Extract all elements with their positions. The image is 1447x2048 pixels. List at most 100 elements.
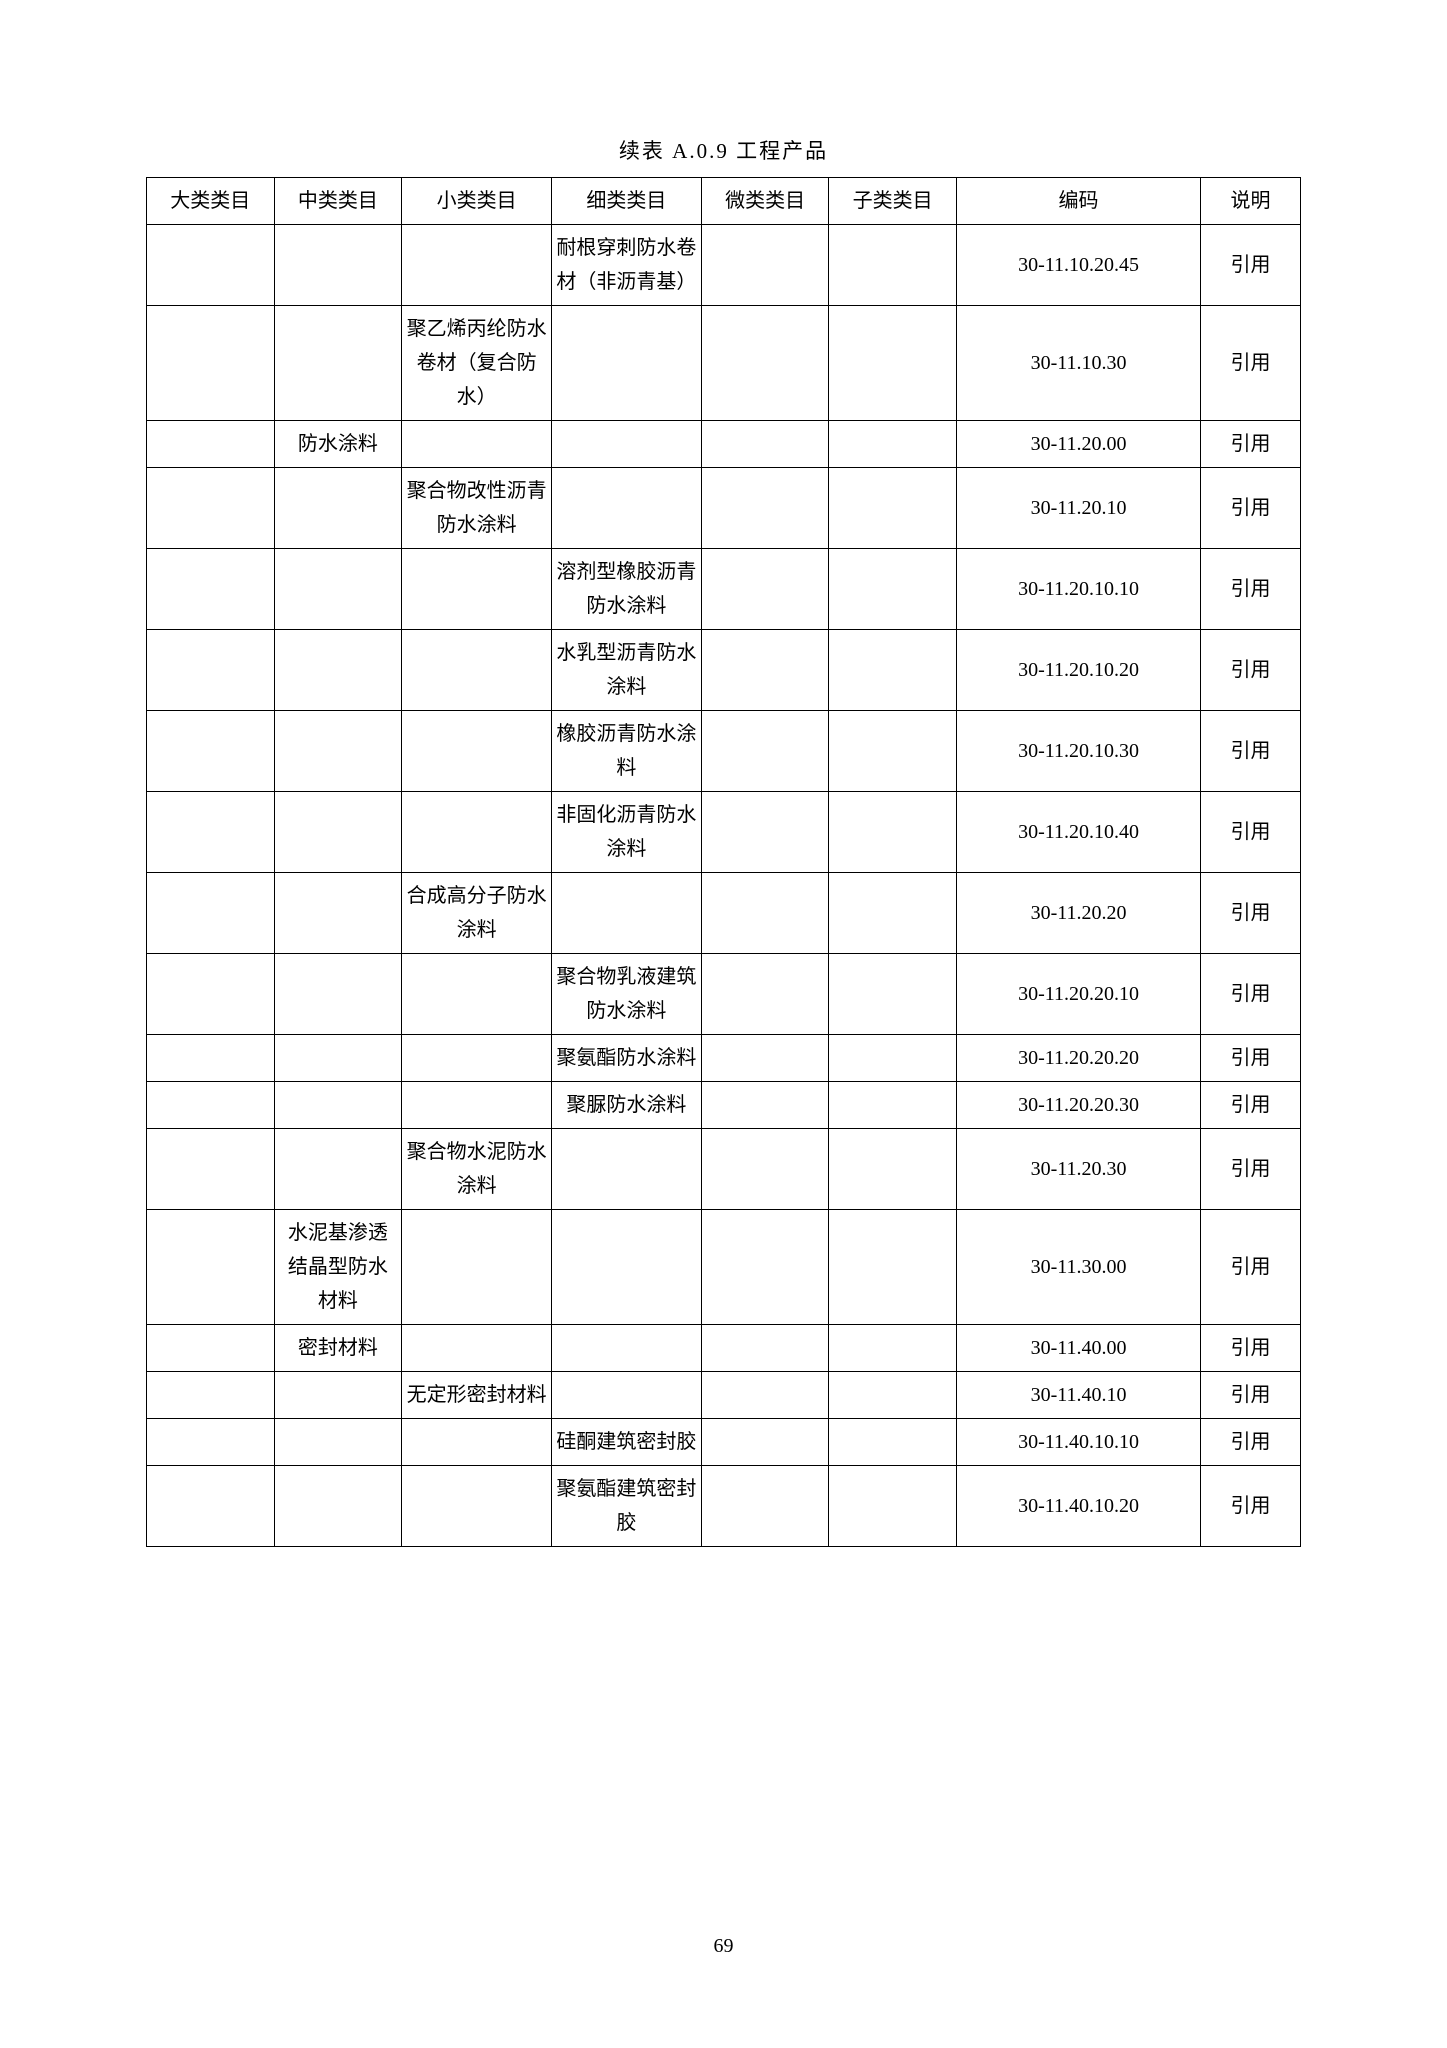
table-cell-col-7: 30-11.40.10.20: [956, 1466, 1200, 1547]
table-cell-col-4: 聚氨酯防水涂料: [551, 1035, 701, 1082]
table-cell-col-2: [274, 792, 402, 873]
table-cell-col-1: [147, 468, 275, 549]
table-cell-col-8: 引用: [1201, 1082, 1301, 1129]
table-cell-col-6: [829, 1419, 957, 1466]
table-cell-col-7: 30-11.20.00: [956, 421, 1200, 468]
table-cell-col-3: [402, 1419, 552, 1466]
table-cell-col-4: [551, 421, 701, 468]
table-cell-col-7: 30-11.40.00: [956, 1325, 1200, 1372]
table-cell-col-3: [402, 954, 552, 1035]
table-cell-col-5: [701, 1325, 829, 1372]
table-row: 聚合物改性沥青防水涂料30-11.20.10引用: [147, 468, 1301, 549]
table-cell-col-5: [701, 1419, 829, 1466]
table-cell-col-1: [147, 1210, 275, 1325]
table-row: 水乳型沥青防水涂料30-11.20.10.20引用: [147, 630, 1301, 711]
table-cell-col-2: [274, 873, 402, 954]
table-cell-col-6: [829, 630, 957, 711]
table-cell-col-1: [147, 1325, 275, 1372]
table-cell-col-3: [402, 1466, 552, 1547]
table-cell-col-4: [551, 1129, 701, 1210]
table-cell-col-3: 聚合物水泥防水涂料: [402, 1129, 552, 1210]
table-cell-col-1: [147, 1129, 275, 1210]
table-cell-col-2: [274, 711, 402, 792]
table-cell-col-1: [147, 711, 275, 792]
table-cell-col-1: [147, 954, 275, 1035]
table-cell-col-8: 引用: [1201, 873, 1301, 954]
table-cell-col-4: [551, 873, 701, 954]
table-cell-col-2: [274, 1372, 402, 1419]
table-cell-col-6: [829, 421, 957, 468]
table-cell-col-5: [701, 421, 829, 468]
table-row: 合成高分子防水涂料30-11.20.20引用: [147, 873, 1301, 954]
table-cell-col-7: 30-11.20.20: [956, 873, 1200, 954]
table-cell-col-4: 硅酮建筑密封胶: [551, 1419, 701, 1466]
table-cell-col-6: [829, 873, 957, 954]
table-cell-col-3: [402, 421, 552, 468]
table-cell-col-7: 30-11.20.10.20: [956, 630, 1200, 711]
table-cell-col-1: [147, 549, 275, 630]
header-col-3: 小类类目: [402, 178, 552, 225]
table-cell-col-2: [274, 468, 402, 549]
table-cell-col-2: 密封材料: [274, 1325, 402, 1372]
table-cell-col-6: [829, 1325, 957, 1372]
table-cell-col-8: 引用: [1201, 792, 1301, 873]
table-cell-col-3: 聚乙烯丙纶防水卷材（复合防水）: [402, 306, 552, 421]
table-cell-col-8: 引用: [1201, 1325, 1301, 1372]
header-col-4: 细类类目: [551, 178, 701, 225]
table-cell-col-7: 30-11.40.10: [956, 1372, 1200, 1419]
table-cell-col-5: [701, 225, 829, 306]
table-cell-col-6: [829, 1129, 957, 1210]
table-cell-col-1: [147, 421, 275, 468]
table-cell-col-2: [274, 630, 402, 711]
table-cell-col-1: [147, 1082, 275, 1129]
table-row: 耐根穿刺防水卷材（非沥青基）30-11.10.20.45引用: [147, 225, 1301, 306]
table-cell-col-1: [147, 225, 275, 306]
table-cell-col-3: 聚合物改性沥青防水涂料: [402, 468, 552, 549]
table-cell-col-8: 引用: [1201, 1466, 1301, 1547]
document-page: 续表 A.0.9 工程产品 大类类目 中类类目 小类类目 细类类目 微类类目 子…: [0, 0, 1447, 1547]
header-col-1: 大类类目: [147, 178, 275, 225]
table-cell-col-6: [829, 1082, 957, 1129]
table-cell-col-1: [147, 1372, 275, 1419]
table-cell-col-3: [402, 792, 552, 873]
table-cell-col-5: [701, 1210, 829, 1325]
table-cell-col-3: 无定形密封材料: [402, 1372, 552, 1419]
table-cell-col-4: 聚脲防水涂料: [551, 1082, 701, 1129]
table-row: 聚合物乳液建筑防水涂料30-11.20.20.10引用: [147, 954, 1301, 1035]
table-cell-col-7: 30-11.20.10.40: [956, 792, 1200, 873]
table-row: 硅酮建筑密封胶 30-11.40.10.10引用: [147, 1419, 1301, 1466]
table-cell-col-5: [701, 792, 829, 873]
table-cell-col-7: 30-11.20.10.30: [956, 711, 1200, 792]
table-cell-col-6: [829, 711, 957, 792]
table-cell-col-2: [274, 306, 402, 421]
table-cell-col-7: 30-11.20.10: [956, 468, 1200, 549]
table-cell-col-6: [829, 225, 957, 306]
table-cell-col-1: [147, 1419, 275, 1466]
table-cell-col-5: [701, 873, 829, 954]
table-cell-col-3: [402, 1325, 552, 1372]
table-row: 无定形密封材料30-11.40.10引用: [147, 1372, 1301, 1419]
table-title: 续表 A.0.9 工程产品: [146, 135, 1301, 165]
table-cell-col-4: [551, 1372, 701, 1419]
table-cell-col-8: 引用: [1201, 1419, 1301, 1466]
table-row: 水泥基渗透结晶型防水材料30-11.30.00引用: [147, 1210, 1301, 1325]
table-cell-col-6: [829, 1035, 957, 1082]
header-col-8: 说明: [1201, 178, 1301, 225]
table-cell-col-6: [829, 306, 957, 421]
table-row: 防水涂料30-11.20.00引用: [147, 421, 1301, 468]
table-cell-col-1: [147, 792, 275, 873]
table-cell-col-4: 溶剂型橡胶沥青防水涂料: [551, 549, 701, 630]
table-cell-col-1: [147, 1035, 275, 1082]
table-cell-col-6: [829, 1372, 957, 1419]
table-cell-col-3: [402, 711, 552, 792]
table-cell-col-8: 引用: [1201, 1210, 1301, 1325]
table-cell-col-5: [701, 1035, 829, 1082]
table-cell-col-4: [551, 1210, 701, 1325]
table-cell-col-8: 引用: [1201, 954, 1301, 1035]
table-cell-col-7: 30-11.40.10.10: [956, 1419, 1200, 1466]
table-cell-col-8: 引用: [1201, 549, 1301, 630]
table-cell-col-3: [402, 225, 552, 306]
table-cell-col-8: 引用: [1201, 1129, 1301, 1210]
table-cell-col-7: 30-11.30.00: [956, 1210, 1200, 1325]
table-cell-col-4: 聚氨酯建筑密封胶: [551, 1466, 701, 1547]
